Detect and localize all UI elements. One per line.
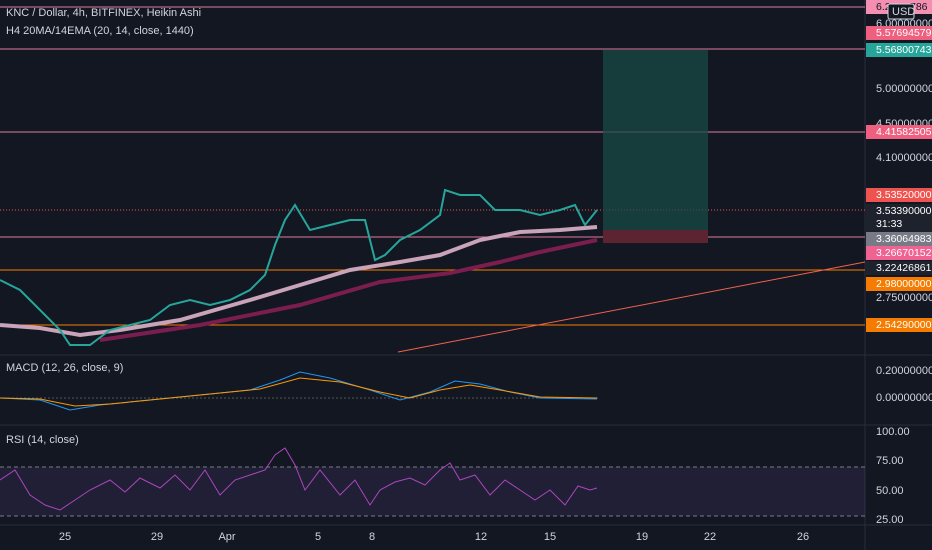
label-box — [866, 125, 932, 139]
time-tick: 25 — [59, 531, 71, 543]
label-box — [866, 43, 932, 57]
indicator-title: H4 20MA/14EMA (20, 14, close, 1440) — [6, 25, 194, 37]
price-tick: 5.00000000 — [876, 83, 932, 95]
price-label: 3.36064983 — [876, 233, 932, 245]
rsi-band — [0, 467, 865, 516]
price-label: 3.26670152 — [876, 247, 932, 259]
time-tick: 29 — [151, 531, 163, 543]
time-tick: 15 — [544, 531, 556, 543]
macd-line — [0, 371, 598, 411]
time-tick: 8 — [369, 531, 375, 543]
price-tick: 4.10000000 — [876, 152, 932, 164]
price-label: 2.54290000 — [876, 319, 932, 331]
rsi-tick: 25.00 — [876, 514, 904, 526]
trend-line — [397, 261, 866, 353]
countdown: 31:33 — [876, 218, 902, 230]
ma — [0, 225, 598, 338]
price-label: 3.53390000 — [876, 205, 932, 217]
time-tick: 5 — [315, 531, 321, 543]
time-axis: 25 29 Apr 5 8 12 15 19 22 26 — [59, 531, 809, 543]
rsi-tick: 75.00 — [876, 455, 904, 467]
time-tick: 22 — [704, 531, 716, 543]
signal-line — [0, 377, 598, 407]
price-label: 5.57694579 — [876, 27, 932, 39]
rsi-title: RSI (14, close) — [6, 434, 79, 446]
price-tick: 2.75000000 — [876, 292, 932, 304]
loss-zone — [603, 230, 708, 243]
macd-tick: 0.20000000 — [876, 365, 932, 377]
time-tick: 12 — [475, 531, 487, 543]
time-tick: 19 — [636, 531, 648, 543]
time-tick: Apr — [218, 531, 235, 543]
price-labels: 6.2 786 USD 5.57694579 5.56800743 4.4158… — [866, 0, 932, 332]
macd-tick: 0.00000000 — [876, 392, 932, 404]
label-box — [866, 318, 932, 332]
price-label: 2.98000000 — [876, 278, 932, 290]
label-box — [866, 204, 932, 232]
label-box — [866, 261, 932, 275]
rsi-line — [0, 447, 598, 511]
label-box — [866, 246, 932, 260]
price-label: 5.56800743 — [876, 44, 932, 56]
price-label: 4.41582505 — [876, 126, 932, 138]
label-box — [866, 188, 932, 202]
label-box — [866, 26, 932, 40]
time-tick: 26 — [797, 531, 809, 543]
profit-zone — [603, 50, 708, 230]
symbol-title: KNC / Dollar, 4h, BITFINEX, Heikin Ashi — [6, 7, 201, 19]
price-label: 6.2 — [876, 1, 891, 13]
price-label: 3.53520000 — [876, 189, 932, 201]
ema — [99, 238, 598, 342]
rsi-tick: 100.00 — [876, 426, 910, 438]
label-box — [866, 232, 932, 246]
rsi-tick: 50.00 — [876, 485, 904, 497]
price-series — [0, 188, 598, 346]
macd-title: MACD (12, 26, close, 9) — [6, 362, 123, 374]
label-box — [866, 277, 932, 291]
price-label: 3.22426861 — [876, 262, 932, 274]
currency: USD — [892, 6, 915, 18]
currency-badge[interactable] — [887, 3, 915, 20]
